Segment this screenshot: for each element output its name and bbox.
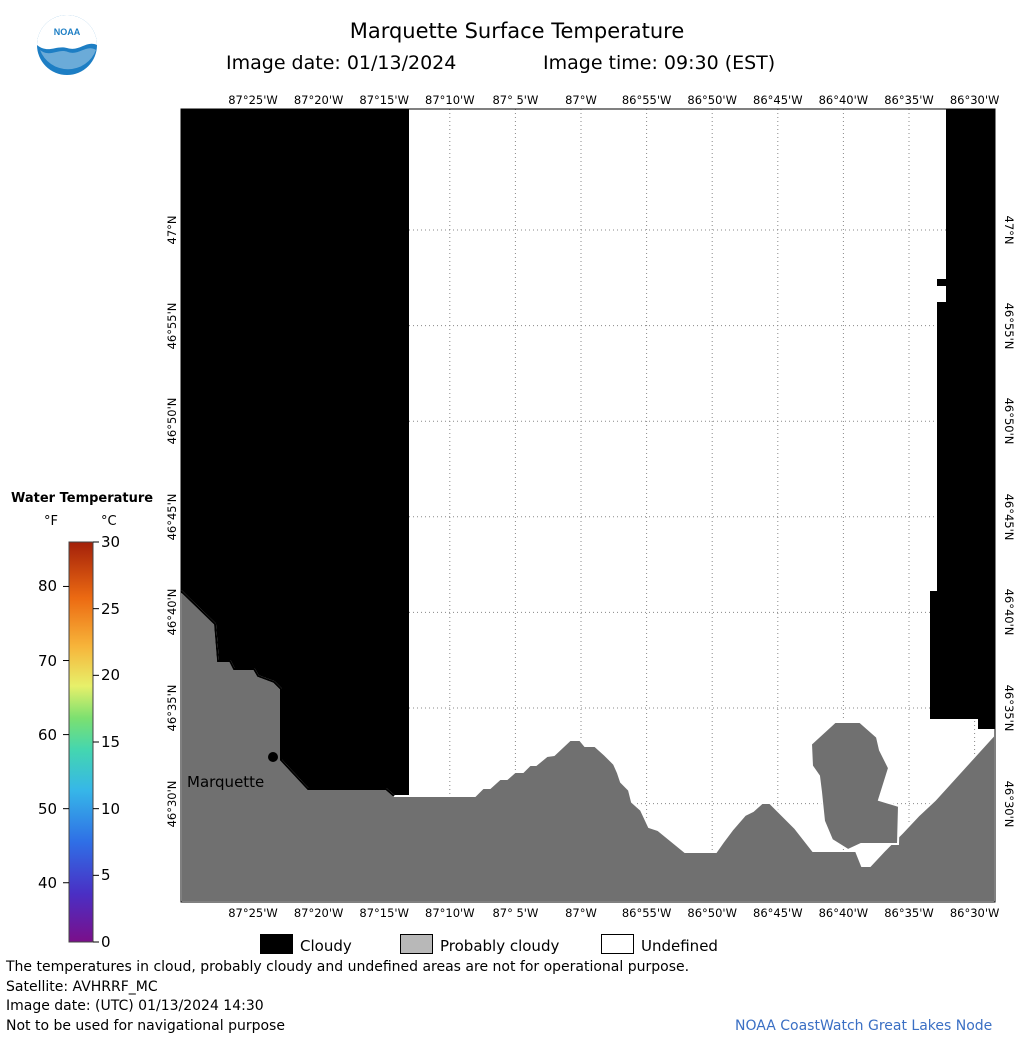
longitude-tick-label: 87°25'W (228, 93, 278, 107)
footer-credit: NOAA CoastWatch Great Lakes Node (735, 1018, 993, 1034)
colorbar-label-c: 15 (101, 733, 121, 751)
longitude-tick-label: 86°50'W (687, 93, 737, 107)
noaa-logo: NOAA (37, 15, 97, 75)
longitude-tick-label: 86°55'W (621, 93, 672, 107)
longitude-tick-label: 87°25'W (228, 906, 278, 920)
longitude-tick-label: 87°W (565, 906, 597, 920)
longitude-tick-label: 87°15'W (359, 906, 409, 920)
image-time-label: Image time: 09:30 (EST) (543, 52, 776, 74)
latitude-tick-label: 46°35'N (165, 684, 179, 732)
legend-label-cloudy: Cloudy (300, 937, 352, 955)
longitude-tick-label: 87° 5'W (492, 93, 539, 107)
cloudy-region-east (930, 109, 995, 729)
latitude-tick-label: 46°45'N (1002, 493, 1016, 541)
footer-satellite: Satellite: AVHRRF_MC (6, 979, 158, 995)
colorbar-unit-c: °C (101, 514, 117, 529)
longitude-tick-label: 87° 5'W (492, 906, 539, 920)
longitude-tick-label: 87°10'W (425, 93, 475, 107)
latitude-tick-label: 46°55'N (1002, 302, 1016, 349)
cloudy-region-west (181, 109, 409, 796)
longitude-tick-label: 86°35'W (884, 93, 934, 107)
longitude-tick-label: 86°50'W (687, 906, 737, 920)
latitude-tick-label: 47°N (165, 215, 179, 245)
colorbar-title: Water Temperature (11, 491, 154, 506)
colorbar-unit-f: °F (44, 514, 58, 529)
colorbar-label-f: 80 (38, 577, 58, 596)
noaa-logo-text: NOAA (54, 27, 81, 37)
legend-swatch-cloudy (260, 934, 293, 954)
colorbar-label-c: 0 (101, 933, 111, 951)
longitude-tick-label: 86°40'W (818, 93, 869, 107)
footer-note: The temperatures in cloud, probably clou… (6, 959, 690, 975)
latitude-tick-label: 46°35'N (1002, 684, 1016, 732)
colorbar-label-f: 50 (38, 799, 58, 818)
colorbar-label-c: 20 (101, 666, 121, 685)
latitude-tick-label: 46°50'N (1002, 397, 1016, 445)
longitude-tick-label: 87°10'W (425, 906, 475, 920)
colorbar-label-c: 25 (101, 599, 121, 618)
latitude-tick-label: 46°40'N (1002, 589, 1016, 636)
longitude-tick-label: 86°45'W (753, 93, 803, 107)
legend-swatch-undefined (601, 934, 634, 954)
latitude-tick-label: 46°30'N (1002, 780, 1016, 827)
legend-label-probably-cloudy: Probably cloudy (440, 937, 560, 955)
latitude-tick-label: 46°30'N (165, 780, 179, 827)
colorbar-label-c: 30 (101, 533, 121, 551)
longitude-tick-label: 86°45'W (753, 906, 803, 920)
legend-swatch-probably-cloudy (400, 934, 433, 954)
latitude-tick-label: 47°N (1002, 215, 1016, 245)
city-label-marquette: Marquette (187, 773, 265, 791)
image-date-label: Image date: 01/13/2024 (226, 52, 457, 74)
colorbar (63, 541, 99, 943)
legend-label-undefined: Undefined (641, 937, 718, 955)
cloud-edge-line (180, 590, 395, 797)
latitude-tick-label: 46°55'N (165, 302, 179, 349)
map-frame (180, 108, 996, 903)
probably-cloudy-patch (809, 721, 901, 852)
colorbar-label-c: 5 (101, 866, 111, 885)
latitude-tick-label: 46°50'N (165, 397, 179, 445)
footer-utc-date: Image date: (UTC) 01/13/2024 14:30 (6, 998, 264, 1014)
longitude-tick-label: 86°55'W (621, 906, 672, 920)
colorbar-label-c: 10 (101, 799, 121, 818)
colorbar-label-f: 60 (38, 725, 58, 744)
marquette-city-marker (268, 752, 278, 762)
latitude-tick-label: 46°40'N (165, 589, 179, 636)
longitude-tick-label: 86°35'W (884, 906, 934, 920)
longitude-tick-label: 87°W (565, 93, 597, 107)
footer-nav-warning: Not to be used for navigational purpose (6, 1018, 285, 1034)
longitude-tick-label: 86°40'W (818, 906, 869, 920)
latitude-tick-label: 46°45'N (165, 493, 179, 541)
colorbar-label-f: 40 (38, 873, 58, 892)
longitude-tick-label: 86°30'W (949, 93, 1000, 107)
colorbar-label-f: 70 (38, 651, 58, 670)
longitude-tick-label: 87°20'W (293, 906, 344, 920)
longitude-tick-label: 86°30'W (949, 906, 1000, 920)
page-title: Marquette Surface Temperature (349, 19, 685, 43)
longitude-tick-label: 87°15'W (359, 93, 409, 107)
longitude-tick-label: 87°20'W (293, 93, 344, 107)
